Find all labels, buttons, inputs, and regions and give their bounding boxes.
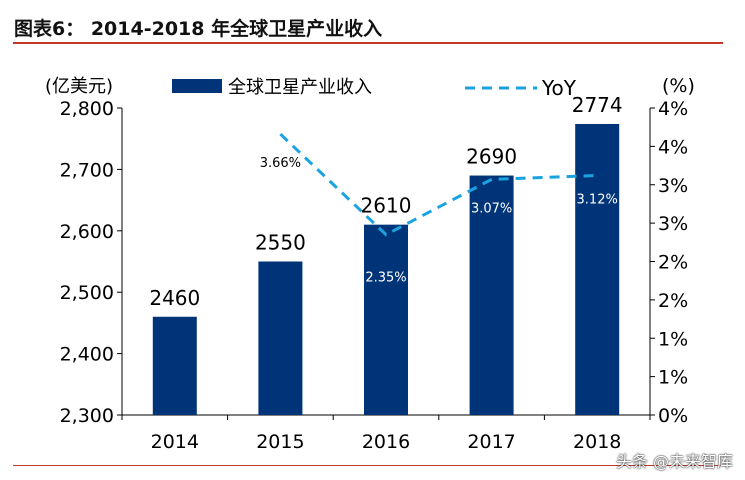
yoy-label: 3.12%	[577, 193, 618, 208]
yoy-label: 3.66%	[260, 156, 301, 171]
right-tick-label: 1%	[658, 328, 688, 350]
legend-label-line: YoY	[541, 76, 577, 100]
left-tick-label: 2,700	[60, 159, 114, 181]
watermark: 头条 @未来智库	[615, 452, 733, 471]
bottom-divider	[13, 465, 723, 466]
right-tick-label: 2%	[658, 252, 688, 274]
x-tick-label: 2018	[573, 431, 621, 453]
left-tick-label: 2,800	[60, 98, 114, 120]
yoy-label: 3.07%	[471, 201, 512, 216]
y-axis-label: (亿美元)	[45, 76, 113, 97]
right-tick-label: 3%	[658, 213, 688, 235]
x-tick-label: 2016	[362, 431, 410, 453]
x-tick-label: 2017	[467, 431, 515, 453]
title-divider	[13, 42, 723, 44]
left-tick-label: 2,500	[60, 282, 114, 304]
bar	[152, 316, 197, 415]
left-tick-label: 2,300	[60, 405, 114, 427]
right-tick-label: 1%	[658, 367, 688, 389]
yoy-line	[279, 133, 598, 237]
bar-label: 2774	[572, 93, 623, 117]
left-tick-label: 2,600	[60, 221, 114, 243]
yoy-label: 2.35%	[365, 271, 406, 286]
legend-swatch-bar	[172, 79, 222, 93]
bar-label: 2610	[361, 194, 412, 218]
x-tick-label: 2015	[256, 431, 304, 453]
bar	[469, 175, 514, 415]
legend-label-bar: 全球卫星产业收入	[228, 77, 372, 98]
right-tick-label: 3%	[658, 175, 688, 197]
bar-label: 2690	[466, 145, 517, 169]
right-tick-label: 4%	[658, 98, 688, 120]
chart-title: 图表6： 2014-2018 年全球卫星产业收入	[14, 18, 383, 40]
bar	[575, 123, 620, 416]
x-tick-label: 2014	[151, 431, 199, 453]
right-tick-label: 0%	[658, 405, 688, 427]
bar	[258, 261, 303, 415]
bar-label: 2460	[149, 286, 200, 310]
left-tick-label: 2,400	[60, 344, 114, 366]
bar-label: 2550	[255, 231, 306, 255]
right-tick-label: 2%	[658, 290, 688, 312]
right-tick-label: 4%	[658, 136, 688, 158]
y2-axis-label: (%)	[662, 75, 695, 97]
bar	[364, 224, 408, 415]
